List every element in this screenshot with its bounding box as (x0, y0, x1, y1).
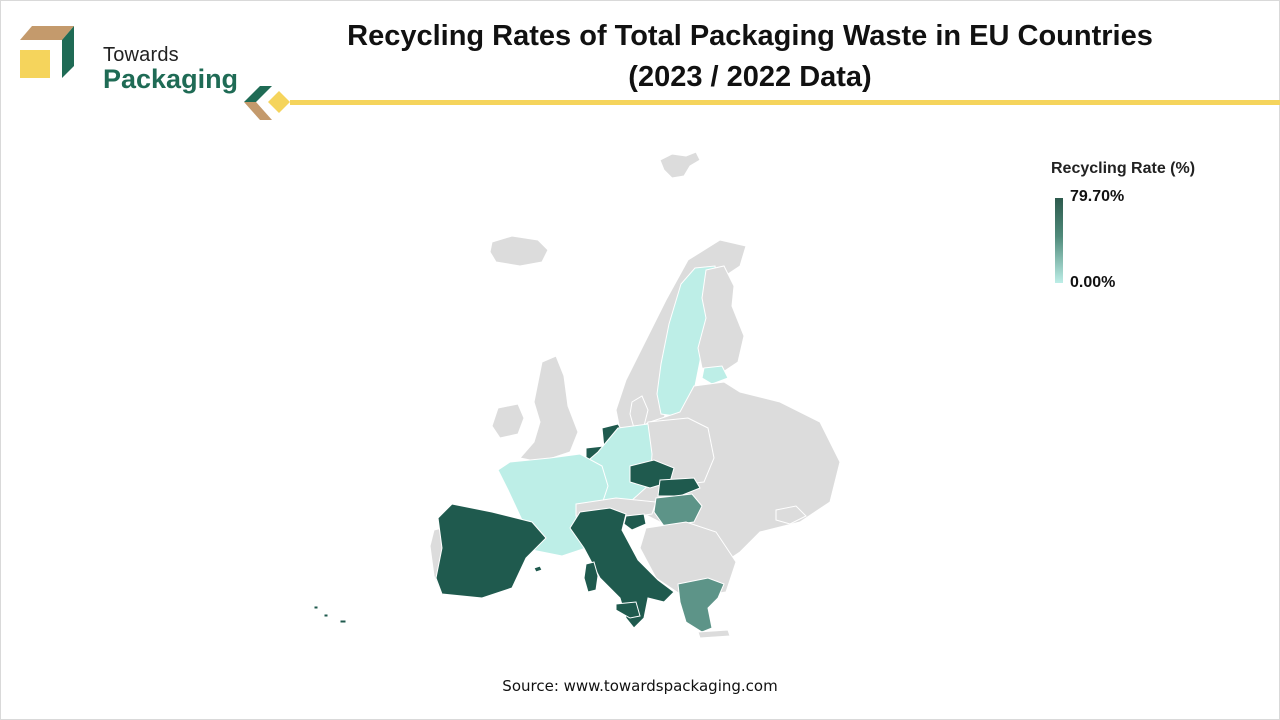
region-black-sea-coast (775, 505, 807, 525)
title-line2: (2023 / 2022 Data) (628, 61, 872, 93)
region-crete (697, 629, 731, 639)
brand-line1: Towards (103, 44, 179, 66)
region-spain (435, 503, 547, 599)
legend-title: Recycling Rate (%) (1051, 160, 1196, 177)
brand-logo: Towards Packaging (18, 22, 248, 94)
title-underline (290, 100, 1280, 105)
chevron-decoration-icon (244, 86, 290, 120)
region-svalbard (659, 151, 701, 179)
region-balearic (533, 565, 543, 573)
source-caption: Source: www.towardspackaging.com (502, 677, 778, 695)
region-slovakia (657, 477, 701, 497)
legend-min-label: 0.00% (1070, 274, 1116, 291)
brand-line2: Packaging (103, 64, 239, 94)
title-line1: Recycling Rates of Total Packaging Waste… (347, 20, 1153, 52)
legend-color-scale (1055, 198, 1063, 283)
region-hungary (653, 493, 703, 527)
region-slovenia (623, 513, 647, 531)
region-sicily (615, 601, 641, 619)
legend-max-label: 79.70% (1070, 188, 1125, 205)
chart-title: Recycling Rates of Total Packaging Waste… (300, 16, 1200, 98)
region-finland (697, 265, 745, 375)
region-canary (313, 605, 347, 624)
region-greece (677, 577, 725, 633)
region-ireland (491, 403, 525, 439)
region-uk (519, 355, 579, 463)
europe-map (313, 151, 840, 639)
region-estonia (701, 365, 729, 385)
box-logo-icon (20, 26, 74, 78)
region-sardinia (583, 561, 599, 593)
region-iceland (489, 235, 549, 267)
